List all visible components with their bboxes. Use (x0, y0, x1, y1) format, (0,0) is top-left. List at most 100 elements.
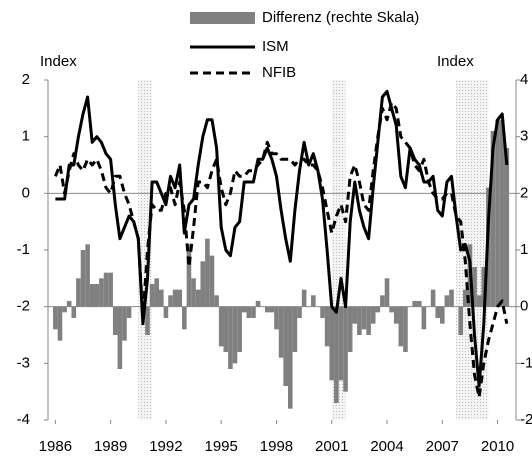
bar (205, 238, 210, 307)
y-tick-label: 0 (22, 184, 30, 201)
y2-tick-label: 4 (520, 71, 528, 88)
bar (403, 306, 408, 352)
bar (347, 306, 353, 352)
bar (80, 250, 86, 307)
x-tick-label: 2010 (481, 438, 514, 455)
bar (380, 295, 385, 307)
bar (499, 119, 505, 307)
bar (311, 295, 316, 307)
bar (444, 295, 450, 307)
bar (278, 306, 284, 358)
bar (463, 289, 468, 307)
bar (255, 301, 261, 307)
bar (366, 306, 371, 335)
legend-label: ISM (262, 38, 289, 55)
legend-swatch (190, 12, 255, 24)
y-tick-label: -2 (17, 298, 30, 315)
x-tick-label: 1989 (94, 438, 127, 455)
bar (435, 306, 440, 318)
bar (329, 306, 335, 381)
bar (232, 306, 238, 364)
bar (476, 295, 482, 307)
bar (472, 267, 477, 307)
bar (490, 131, 496, 307)
legend-label: Differenz (rechte Skala) (262, 9, 419, 26)
bar (504, 148, 510, 307)
bar (200, 261, 206, 307)
y2-tick-label: -1 (520, 354, 532, 371)
bar (76, 278, 81, 307)
bar (416, 301, 422, 307)
bar (108, 272, 113, 307)
bar (421, 306, 427, 330)
bar (283, 306, 288, 386)
bar (209, 255, 215, 307)
bar (168, 295, 173, 307)
x-tick-label: 2001 (315, 438, 348, 455)
bar (126, 306, 132, 318)
bar (182, 306, 187, 330)
x-tick-label: 2007 (426, 438, 459, 455)
bar (274, 306, 279, 330)
bar (237, 306, 242, 352)
y-tick-label: -4 (17, 411, 30, 428)
bar (89, 284, 95, 307)
bar (269, 306, 275, 313)
bar (228, 306, 233, 369)
y-axis-label: Index (40, 53, 77, 70)
bar (398, 306, 404, 347)
bar (195, 289, 201, 307)
bar (103, 272, 109, 307)
bar (71, 306, 77, 318)
bar (495, 119, 500, 307)
x-tick-label: 2004 (370, 438, 403, 455)
bar (264, 306, 270, 313)
bar (223, 306, 229, 352)
y2-tick-label: -2 (520, 411, 532, 428)
bar (99, 278, 104, 307)
legend-label: NFIB (262, 64, 296, 81)
y2-axis-label: Index (437, 53, 474, 70)
bar (251, 306, 256, 318)
bar (218, 306, 224, 347)
x-tick-label: 1998 (260, 438, 293, 455)
bar (370, 306, 376, 324)
bar (361, 306, 367, 330)
bar (191, 278, 196, 307)
y-tick-label: 1 (22, 128, 30, 145)
y2-tick-label: 3 (520, 128, 528, 145)
bar (297, 306, 302, 318)
bar (62, 306, 67, 313)
bar (172, 289, 178, 307)
line (55, 89, 509, 388)
bar (145, 306, 150, 335)
bar (320, 306, 325, 318)
bar (357, 306, 362, 335)
bar (334, 306, 339, 403)
bar (177, 289, 183, 307)
bar (122, 306, 127, 341)
bar (94, 284, 100, 307)
bar (241, 306, 247, 313)
y-tick-label: -3 (17, 354, 30, 371)
bar (117, 306, 123, 369)
bar (292, 306, 298, 352)
bar (439, 306, 445, 324)
bar (53, 306, 58, 330)
bar (154, 278, 160, 307)
y2-tick-label: 0 (520, 298, 528, 315)
bar (458, 306, 464, 335)
bar (430, 289, 436, 307)
dashed-line (54, 101, 509, 399)
bar (85, 244, 90, 307)
bar (149, 284, 155, 307)
y-tick-label: 2 (22, 71, 30, 88)
bar (159, 289, 164, 307)
bar (352, 306, 358, 324)
bar (343, 306, 348, 392)
bar (163, 306, 169, 318)
bar (375, 306, 381, 313)
bar (338, 306, 344, 381)
y-tick-label: -1 (17, 241, 30, 258)
